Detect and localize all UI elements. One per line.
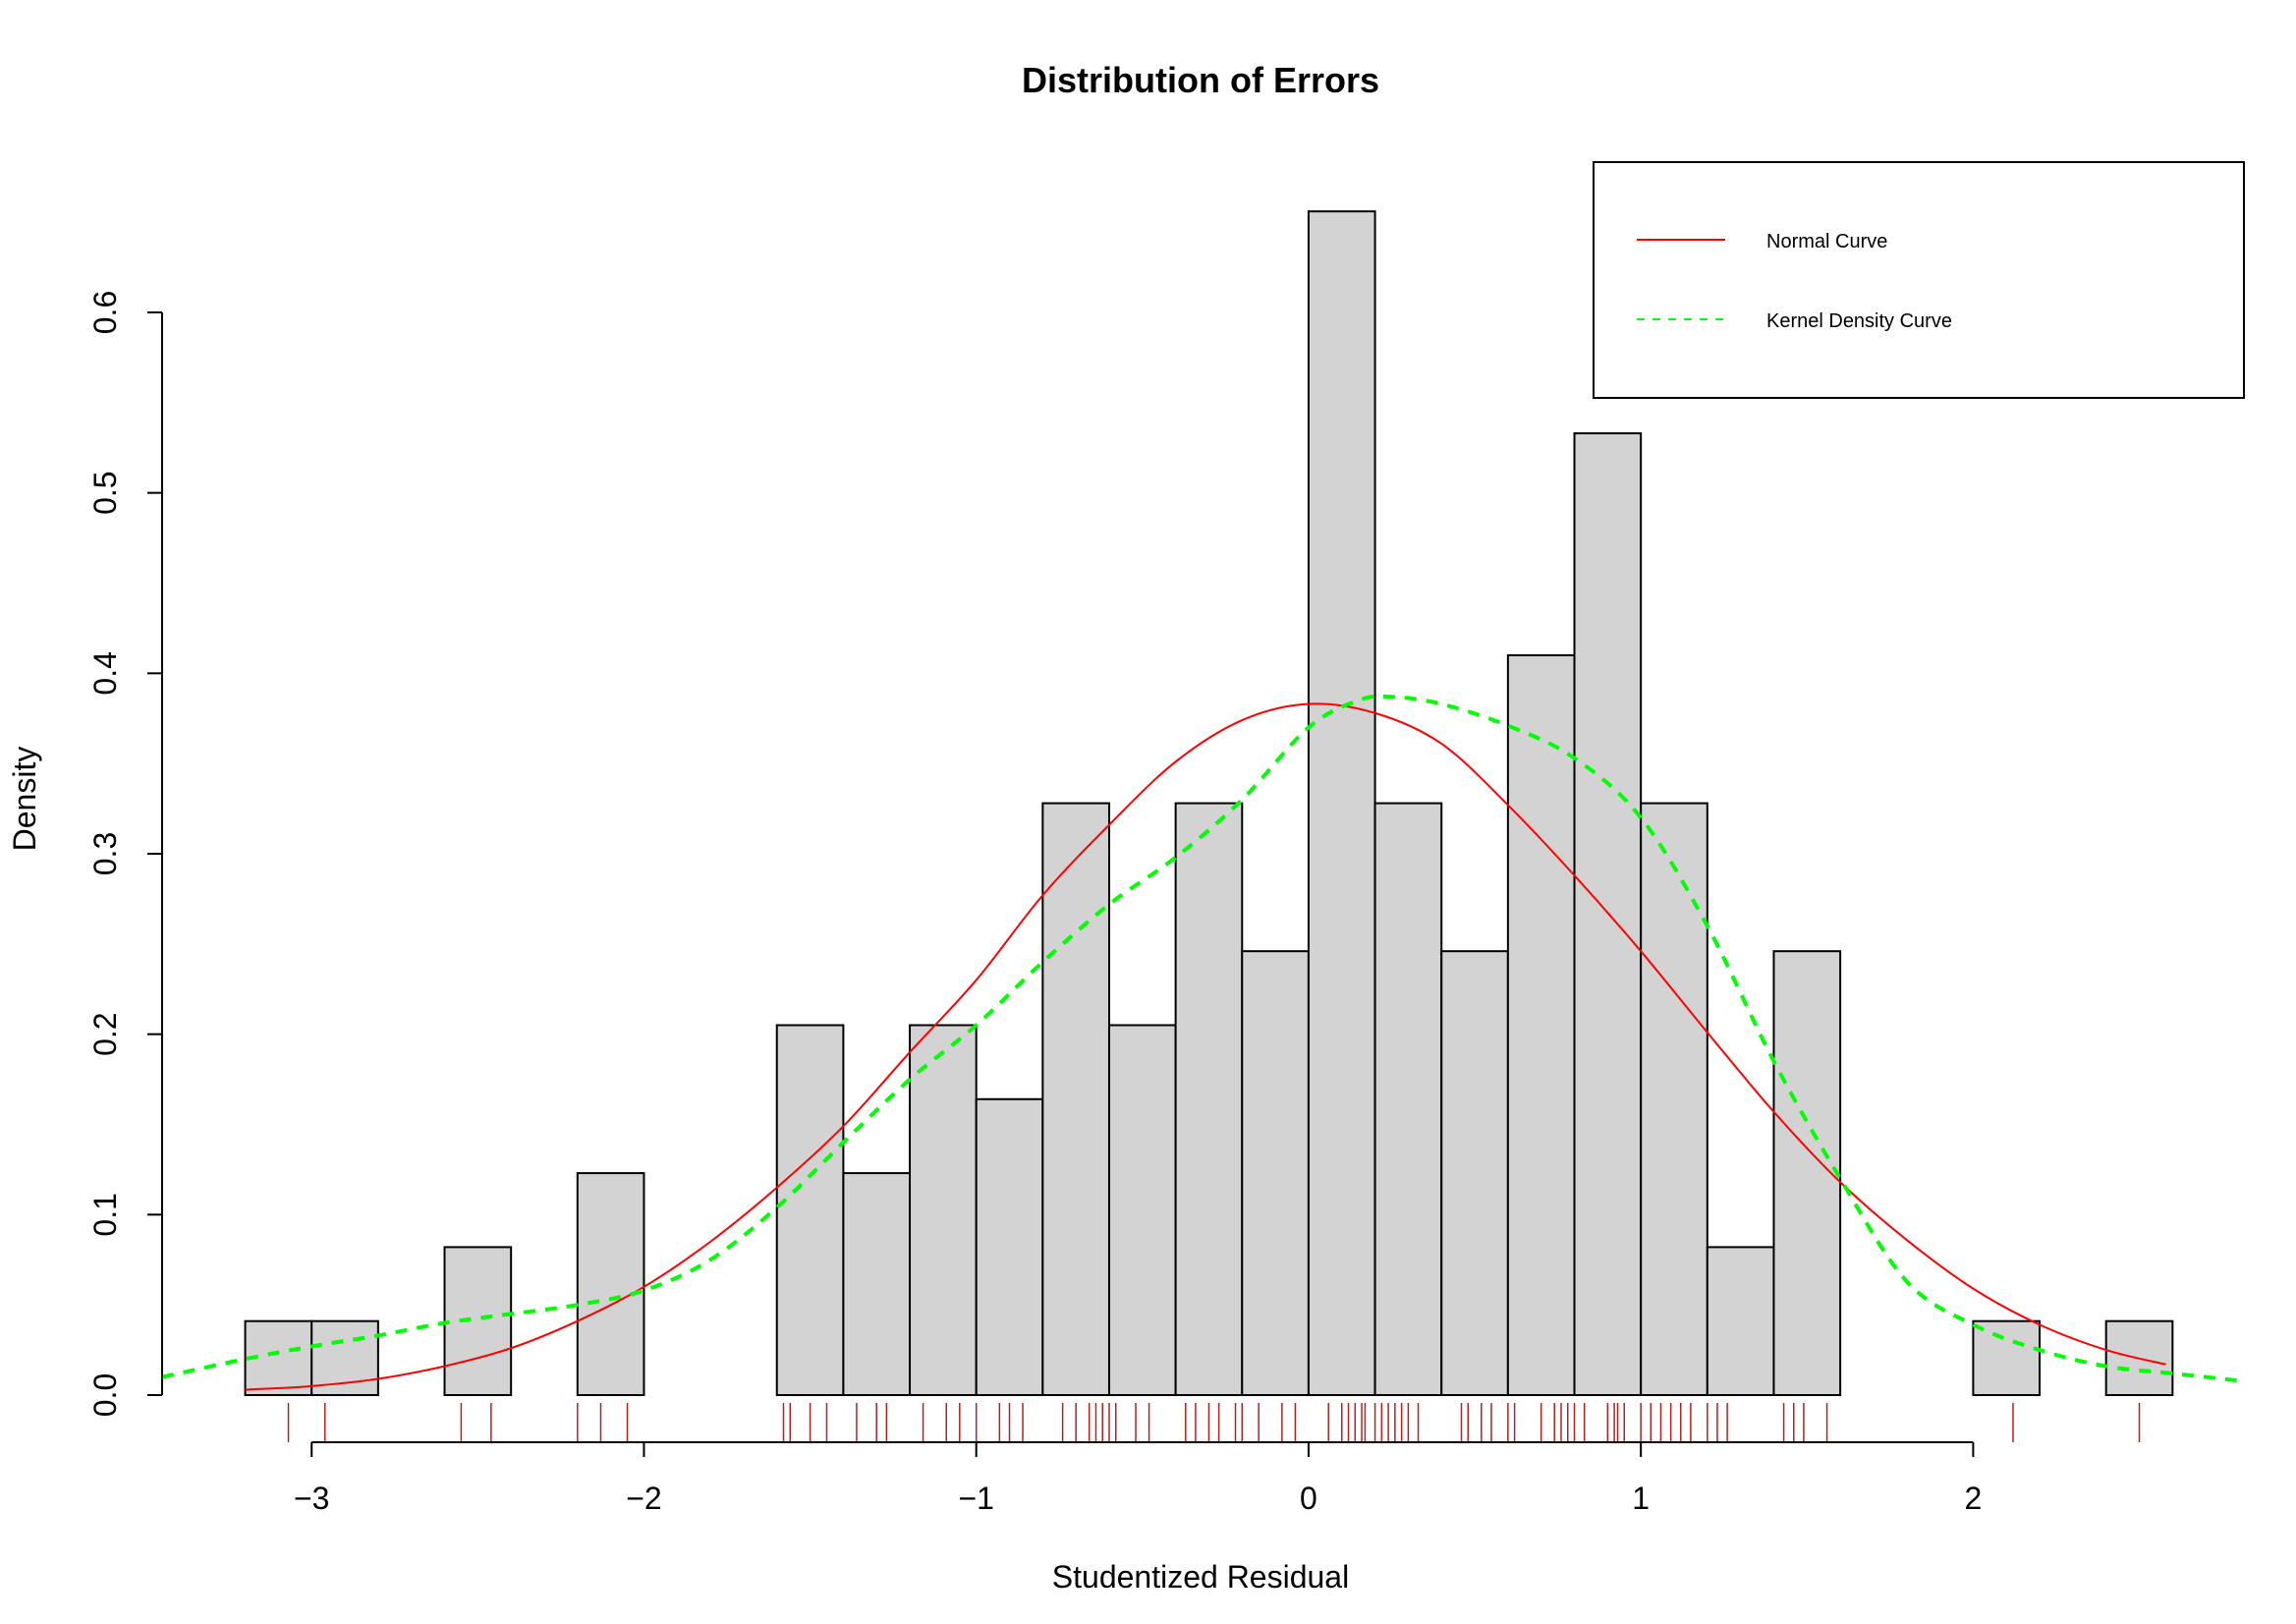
y-axis: 0.0 0.1 0.2 0.3 0.4 0.5 0.6	[87, 291, 163, 1417]
normal-curve-line	[245, 702, 2166, 1391]
histogram-bar	[1440, 950, 1509, 1396]
histogram-bar	[775, 1024, 845, 1396]
histogram-bar	[1107, 1024, 1177, 1396]
histogram-bar	[1573, 432, 1643, 1397]
histogram-bar	[1041, 802, 1110, 1396]
x-tick-label: −3	[294, 1481, 329, 1516]
x-tick-label: −1	[958, 1481, 993, 1516]
histogram-bar	[1373, 802, 1443, 1396]
histogram-bar	[1174, 802, 1244, 1396]
histogram-bar	[1241, 950, 1310, 1396]
histogram-bar	[842, 1172, 912, 1396]
y-tick-label: 0.2	[87, 1012, 123, 1055]
histogram-bar	[1772, 950, 1842, 1396]
histogram-bar	[1706, 1246, 1775, 1396]
legend-label-kernel-density-curve: Kernel Density Curve	[1766, 310, 1952, 332]
y-tick-label: 0.6	[87, 291, 123, 334]
histogram-bar	[576, 1172, 645, 1396]
histogram-bar	[1506, 653, 1576, 1396]
histogram-bar	[975, 1097, 1044, 1396]
histogram-bar	[1307, 210, 1376, 1397]
x-axis-label: Studentized Residual	[1052, 1559, 1349, 1595]
rug-marks	[287, 1403, 2141, 1442]
histogram-bars	[244, 210, 2174, 1397]
histogram-bar	[443, 1246, 513, 1396]
histogram-bar	[1640, 802, 1708, 1396]
legend: Normal Curve Kernel Density Curve	[1593, 161, 2245, 399]
chart-title: Distribution of Errors	[1022, 60, 1379, 100]
x-tick-label: 0	[1300, 1481, 1317, 1516]
legend-box	[1593, 161, 2245, 399]
y-tick-label: 0.0	[87, 1373, 123, 1417]
y-tick-label: 0.5	[87, 471, 123, 514]
density-curves	[161, 694, 2240, 1391]
kernel-density-curve-line	[161, 694, 2240, 1383]
x-tick-label: −2	[626, 1481, 661, 1516]
y-tick-label: 0.3	[87, 832, 123, 875]
x-tick-label: 2	[1965, 1481, 1983, 1516]
y-axis-label: Density	[7, 747, 42, 852]
x-axis: −3 −2 −1 0 1 2	[294, 1441, 1983, 1516]
x-tick-label: 1	[1632, 1481, 1650, 1516]
y-tick-label: 0.4	[87, 651, 123, 695]
legend-label-normal-curve: Normal Curve	[1766, 231, 1887, 252]
histogram-bar	[310, 1319, 379, 1396]
histogram-bar	[909, 1024, 978, 1396]
y-tick-label: 0.1	[87, 1193, 123, 1236]
histogram-bar	[1972, 1319, 2042, 1396]
